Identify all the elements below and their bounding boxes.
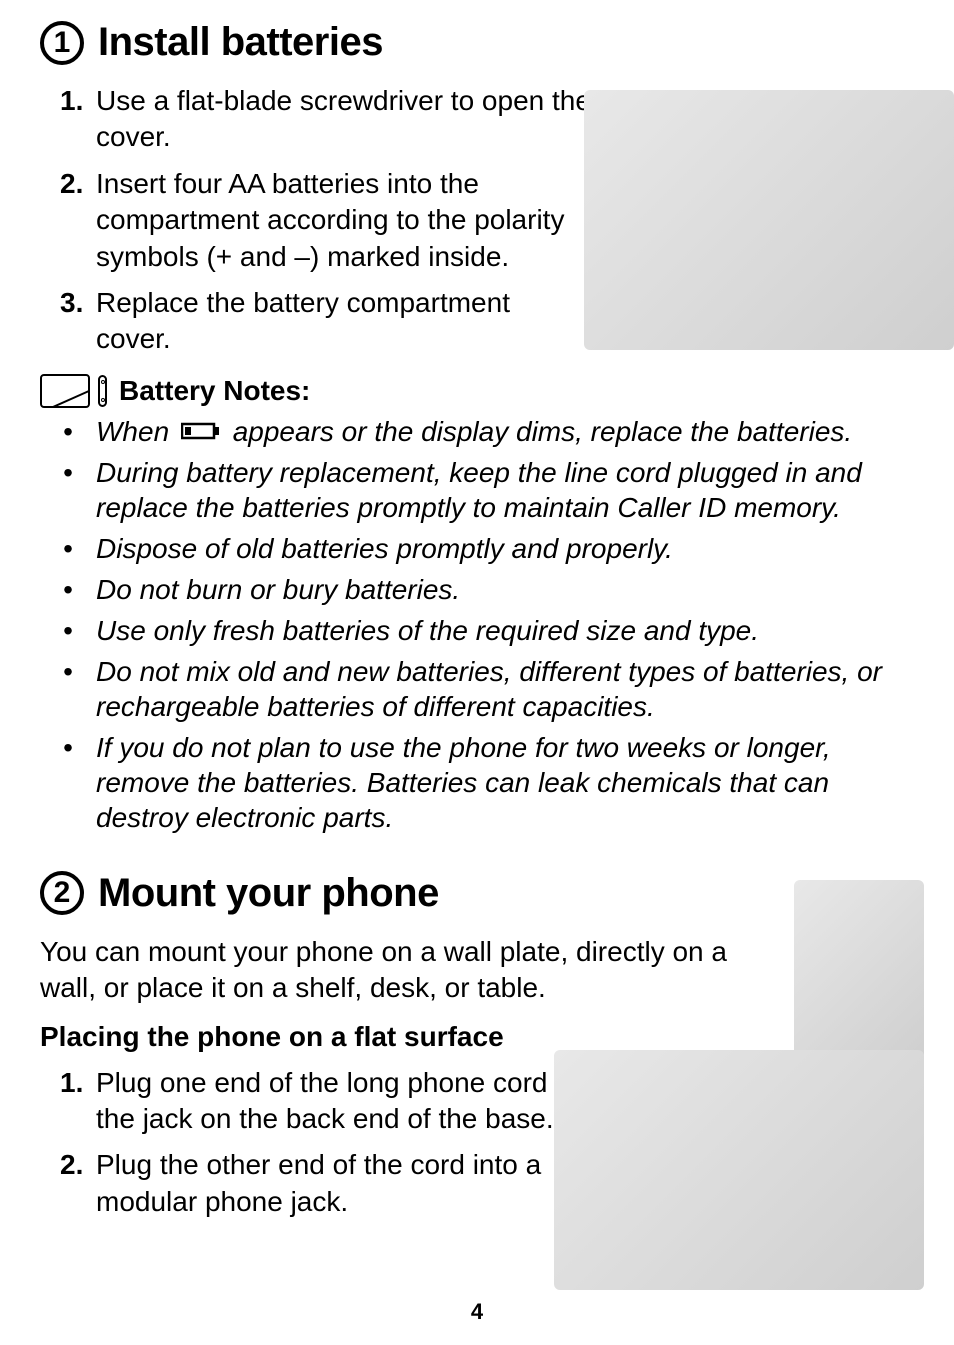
item-number: 1. [40, 83, 96, 119]
section-2-title: Mount your phone [98, 871, 439, 916]
section-2-subheading: Placing the phone on a flat surface [40, 1021, 914, 1053]
low-battery-icon [181, 421, 221, 441]
bullet-icon: • [40, 613, 96, 648]
list-item: • If you do not plan to use the phone fo… [40, 730, 914, 835]
item-text: During battery replacement, keep the lin… [96, 455, 914, 525]
note-icon [40, 374, 90, 408]
bullet-icon: • [40, 572, 96, 607]
battery-compartment-illustration [584, 90, 954, 350]
list-item: • During battery replacement, keep the l… [40, 455, 914, 525]
battery-notes-heading: Battery Notes: [40, 374, 914, 408]
page-number: 4 [0, 1299, 954, 1325]
list-item: • Dispose of old batteries promptly and … [40, 531, 914, 566]
wall-plate-illustration [794, 880, 924, 1060]
item-text: Replace the battery compartment cover. [96, 285, 566, 358]
item-number: 1. [40, 1065, 96, 1101]
step-number-2: 2 [40, 871, 84, 915]
bullet-icon: • [40, 531, 96, 566]
bullet-icon: • [40, 455, 96, 490]
item-text: Use only fresh batteries of the required… [96, 613, 914, 648]
section-2-heading: 2 Mount your phone [40, 871, 914, 916]
list-item: • When appears or the display dims, repl… [40, 414, 914, 449]
item-text: Plug the other end of the cord into a mo… [96, 1147, 616, 1220]
item-text: If you do not plan to use the phone for … [96, 730, 914, 835]
bullet-icon: • [40, 730, 96, 765]
item-text: Do not burn or bury batteries. [96, 572, 914, 607]
item-text: Plug one end of the long phone cord into… [96, 1065, 616, 1138]
note-ring-icon [98, 375, 107, 407]
bullet-icon: • [40, 654, 96, 689]
note-text-pre: When [96, 416, 177, 447]
step-number-1: 1 [40, 21, 84, 65]
phone-on-desk-illustration [554, 1050, 924, 1290]
battery-notes-list: • When appears or the display dims, repl… [40, 414, 914, 835]
item-text: Insert four AA batteries into the compar… [96, 166, 626, 275]
item-text: When appears or the display dims, replac… [96, 414, 914, 449]
section-2-intro: You can mount your phone on a wall plate… [40, 934, 780, 1007]
note-text-post: appears or the display dims, replace the… [233, 416, 852, 447]
bullet-icon: • [40, 414, 96, 449]
list-item: • Do not mix old and new batteries, diff… [40, 654, 914, 724]
section-1-title: Install batteries [98, 20, 383, 65]
battery-notes-label: Battery Notes: [119, 375, 310, 407]
item-number: 3. [40, 285, 96, 321]
item-number: 2. [40, 1147, 96, 1183]
item-text: Do not mix old and new batteries, differ… [96, 654, 914, 724]
list-item: • Use only fresh batteries of the requir… [40, 613, 914, 648]
item-number: 2. [40, 166, 96, 202]
section-1-heading: 1 Install batteries [40, 20, 914, 65]
item-text: Dispose of old batteries promptly and pr… [96, 531, 914, 566]
list-item: • Do not burn or bury batteries. [40, 572, 914, 607]
